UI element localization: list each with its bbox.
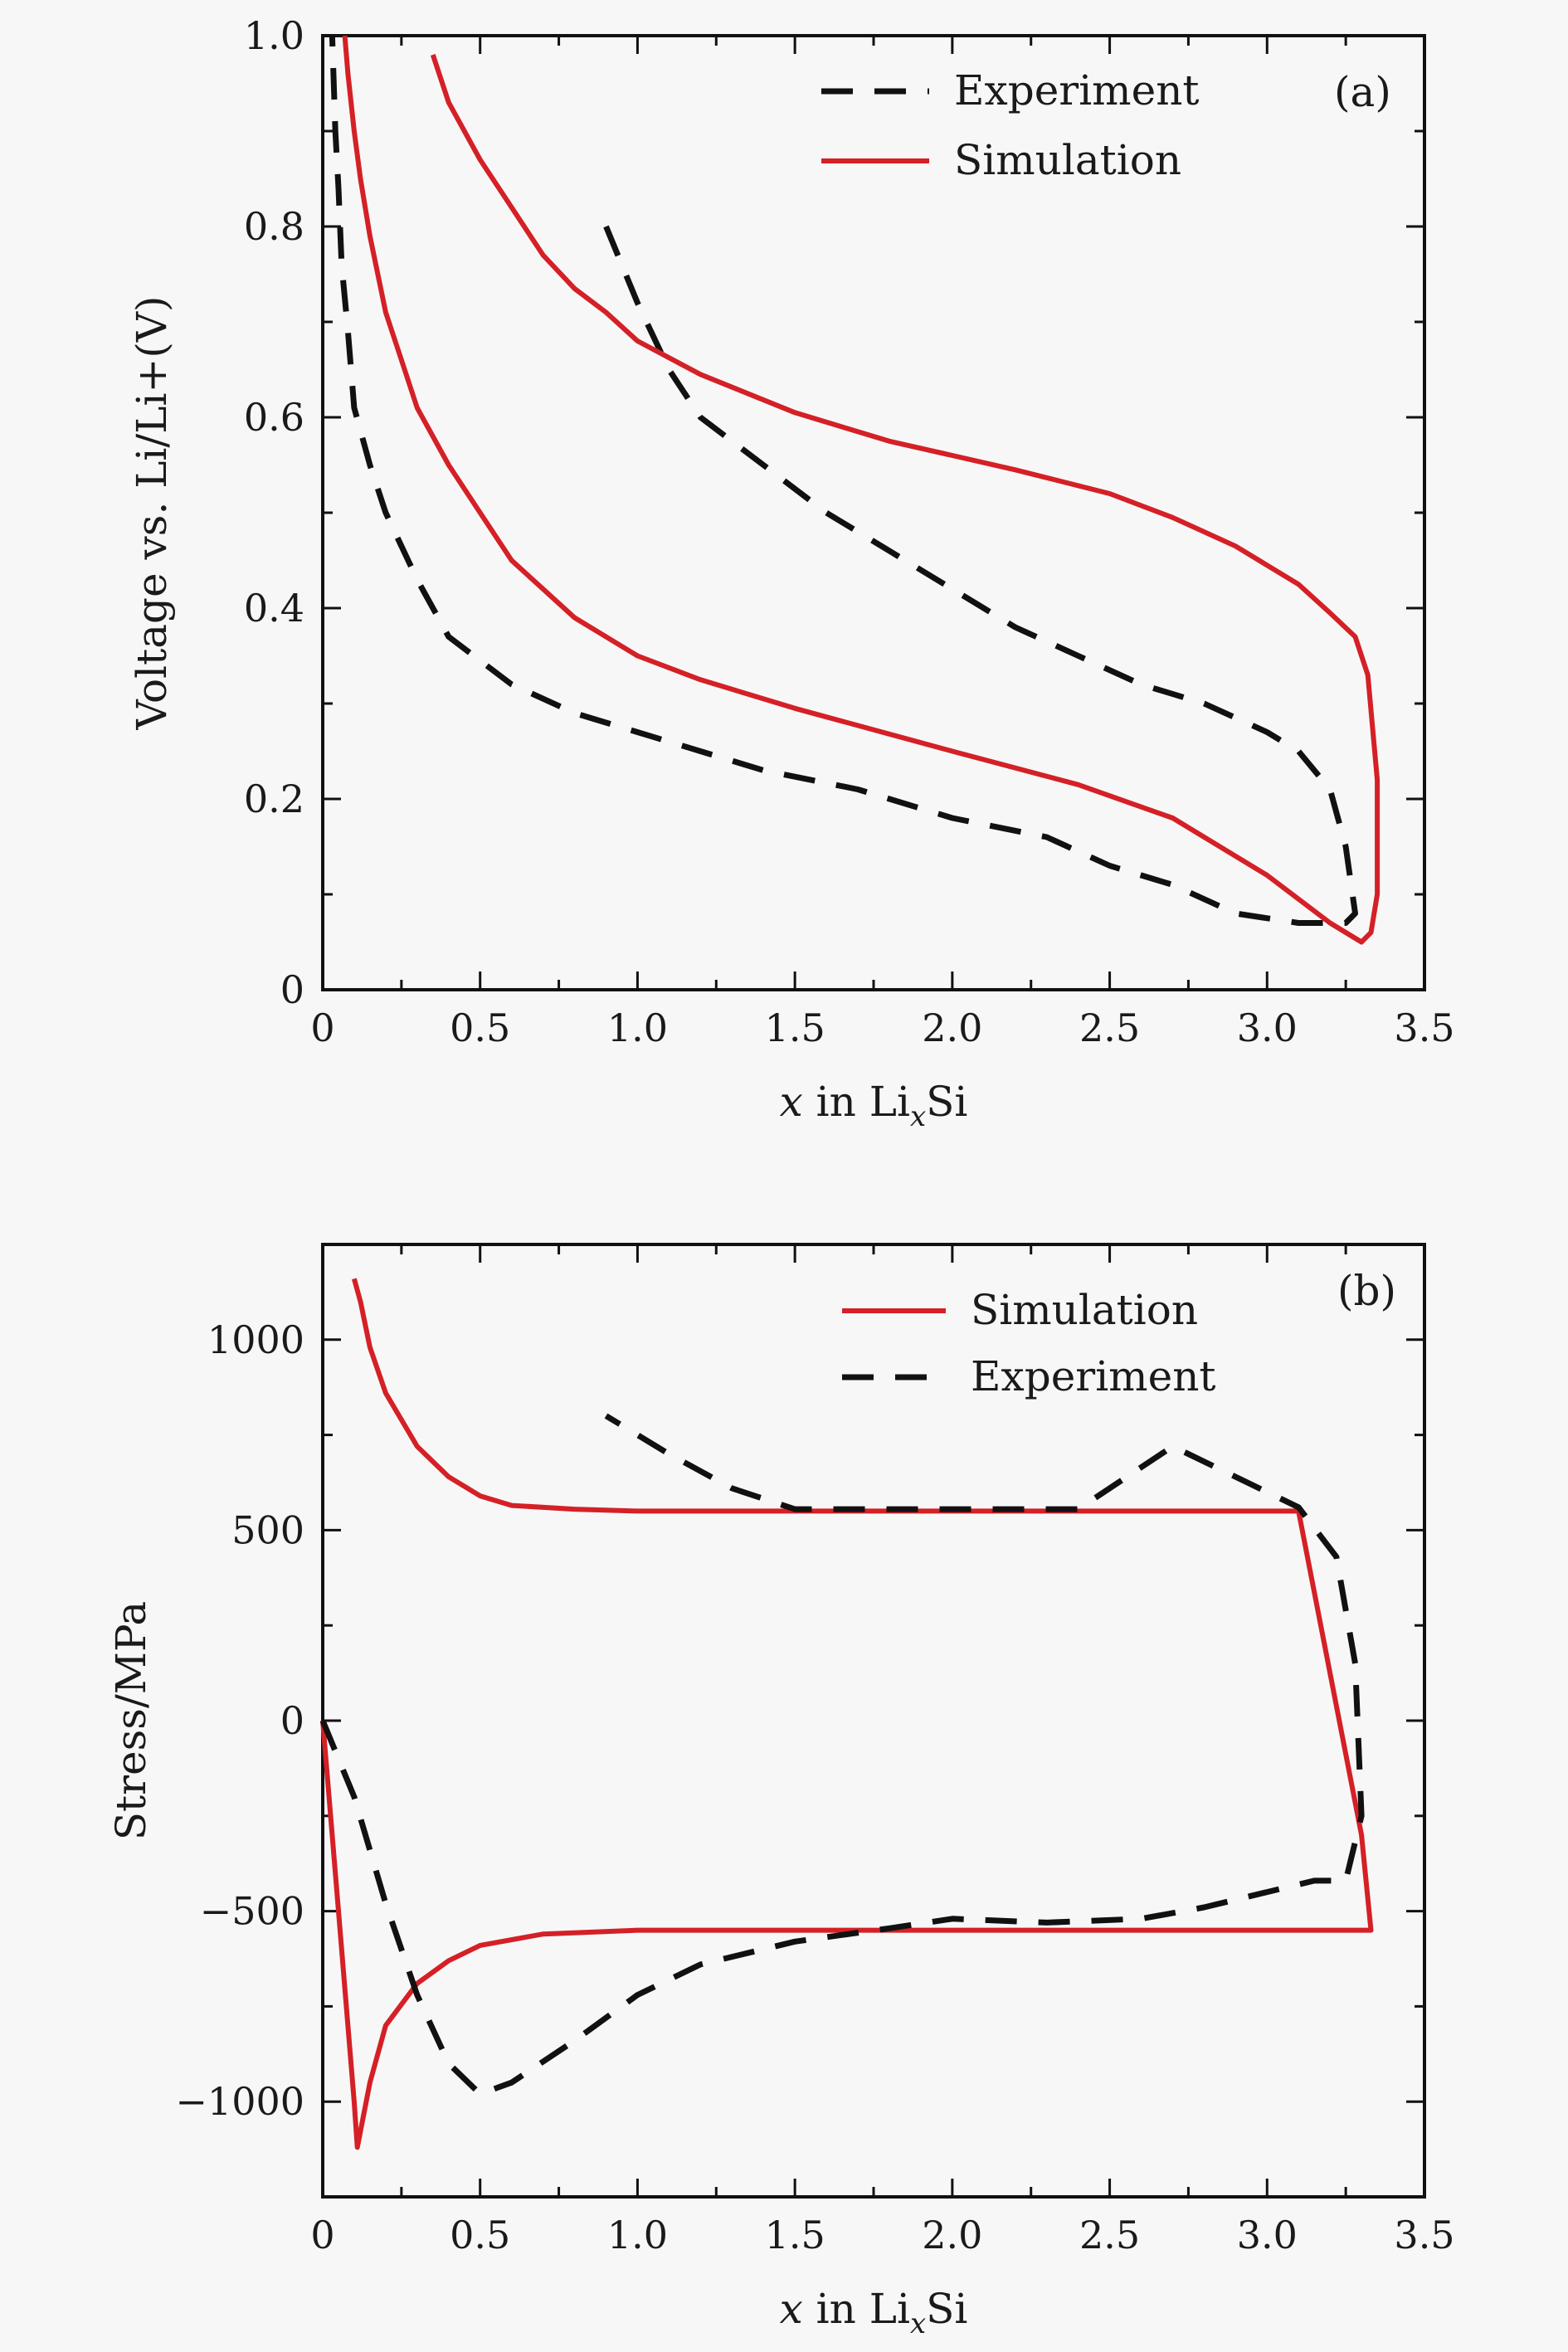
- chart-panel-1: 0 0.5 1.0 1.5 2.0 2.5 3.0 3.5 1000 500 0 −500 −1000 S…: [107, 1243, 1455, 2340]
- plot-frame: [321, 34, 1426, 991]
- x-axis-label-mid: in Li: [803, 1078, 910, 1126]
- x-tick-label: 1.0: [607, 1006, 668, 1050]
- y-tick-label: 0.2: [244, 777, 304, 821]
- legend-label-experiment: Experiment: [954, 66, 1199, 114]
- y-tick-label: 0.4: [244, 586, 304, 631]
- series-line-simulation: [342, 35, 1381, 945]
- legend-label-simulation: Simulation: [971, 1286, 1198, 1334]
- x-axis-label-sub: x: [910, 1100, 926, 1133]
- x-tick-label: 3.5: [1394, 2213, 1454, 2257]
- plot-frame: [321, 1243, 1426, 2199]
- y-tick-label: 0: [280, 967, 304, 1012]
- panel-tag: (a): [1334, 68, 1391, 116]
- chart-panel-0: 0 0.5 1.0 1.5 2.0 2.5 3.0 3.5 0 0.2 0.4 0.6 0.8 1.0 Ex…: [128, 13, 1455, 1133]
- x-tick-label: 3.0: [1237, 1006, 1298, 1050]
- y-tick-label: −500: [200, 1889, 304, 1934]
- y-tick-label: −1000: [175, 2079, 304, 2124]
- panel-tag: (b): [1337, 1267, 1396, 1315]
- x-axis-label-var: x: [780, 1078, 803, 1126]
- y-tick-label: 0.6: [244, 395, 304, 440]
- x-tick-label: 0: [310, 1006, 334, 1050]
- x-tick-label: 3.0: [1237, 2213, 1298, 2257]
- x-axis-label-var: x: [780, 2285, 803, 2333]
- series-line-experiment: [319, 1413, 1365, 2097]
- x-tick-label: 0.5: [450, 1006, 510, 1050]
- x-axis-label-mid: in Li: [803, 2285, 910, 2333]
- legend-label-experiment: Experiment: [971, 1352, 1215, 1400]
- y-tick-label: 0.8: [244, 204, 304, 249]
- y-axis-label: Voltage vs. Li/Li+(V): [128, 296, 176, 731]
- x-axis-label-sub: x: [910, 2307, 926, 2340]
- x-axis-label-end: Si: [926, 2285, 967, 2333]
- legend-label-simulation: Simulation: [954, 136, 1181, 184]
- x-tick-label: 1.0: [607, 2213, 668, 2257]
- x-axis-label-end: Si: [926, 1078, 967, 1126]
- x-tick-label: 0: [310, 2213, 334, 2257]
- x-tick-label: 2.0: [922, 2213, 982, 2257]
- x-tick-label: 1.5: [765, 1006, 825, 1050]
- y-tick-label: 1000: [207, 1317, 304, 1362]
- y-tick-label: 500: [231, 1507, 304, 1552]
- y-tick-label: 0: [280, 1698, 304, 1743]
- x-tick-label: 3.5: [1394, 1006, 1454, 1050]
- x-tick-label: 0.5: [450, 2213, 510, 2257]
- x-axis-label: x in LixSi: [780, 2285, 968, 2340]
- x-tick-label: 1.5: [765, 2213, 825, 2257]
- x-axis-label: x in LixSi: [780, 1078, 968, 1133]
- series-line-simulation: [320, 1278, 1374, 2150]
- y-axis-label: Stress/MPa: [107, 1601, 155, 1840]
- x-tick-label: 2.0: [922, 1006, 982, 1050]
- x-tick-label: 2.5: [1079, 2213, 1140, 2257]
- y-tick-label: 1.0: [244, 13, 304, 58]
- x-tick-label: 2.5: [1079, 1006, 1140, 1050]
